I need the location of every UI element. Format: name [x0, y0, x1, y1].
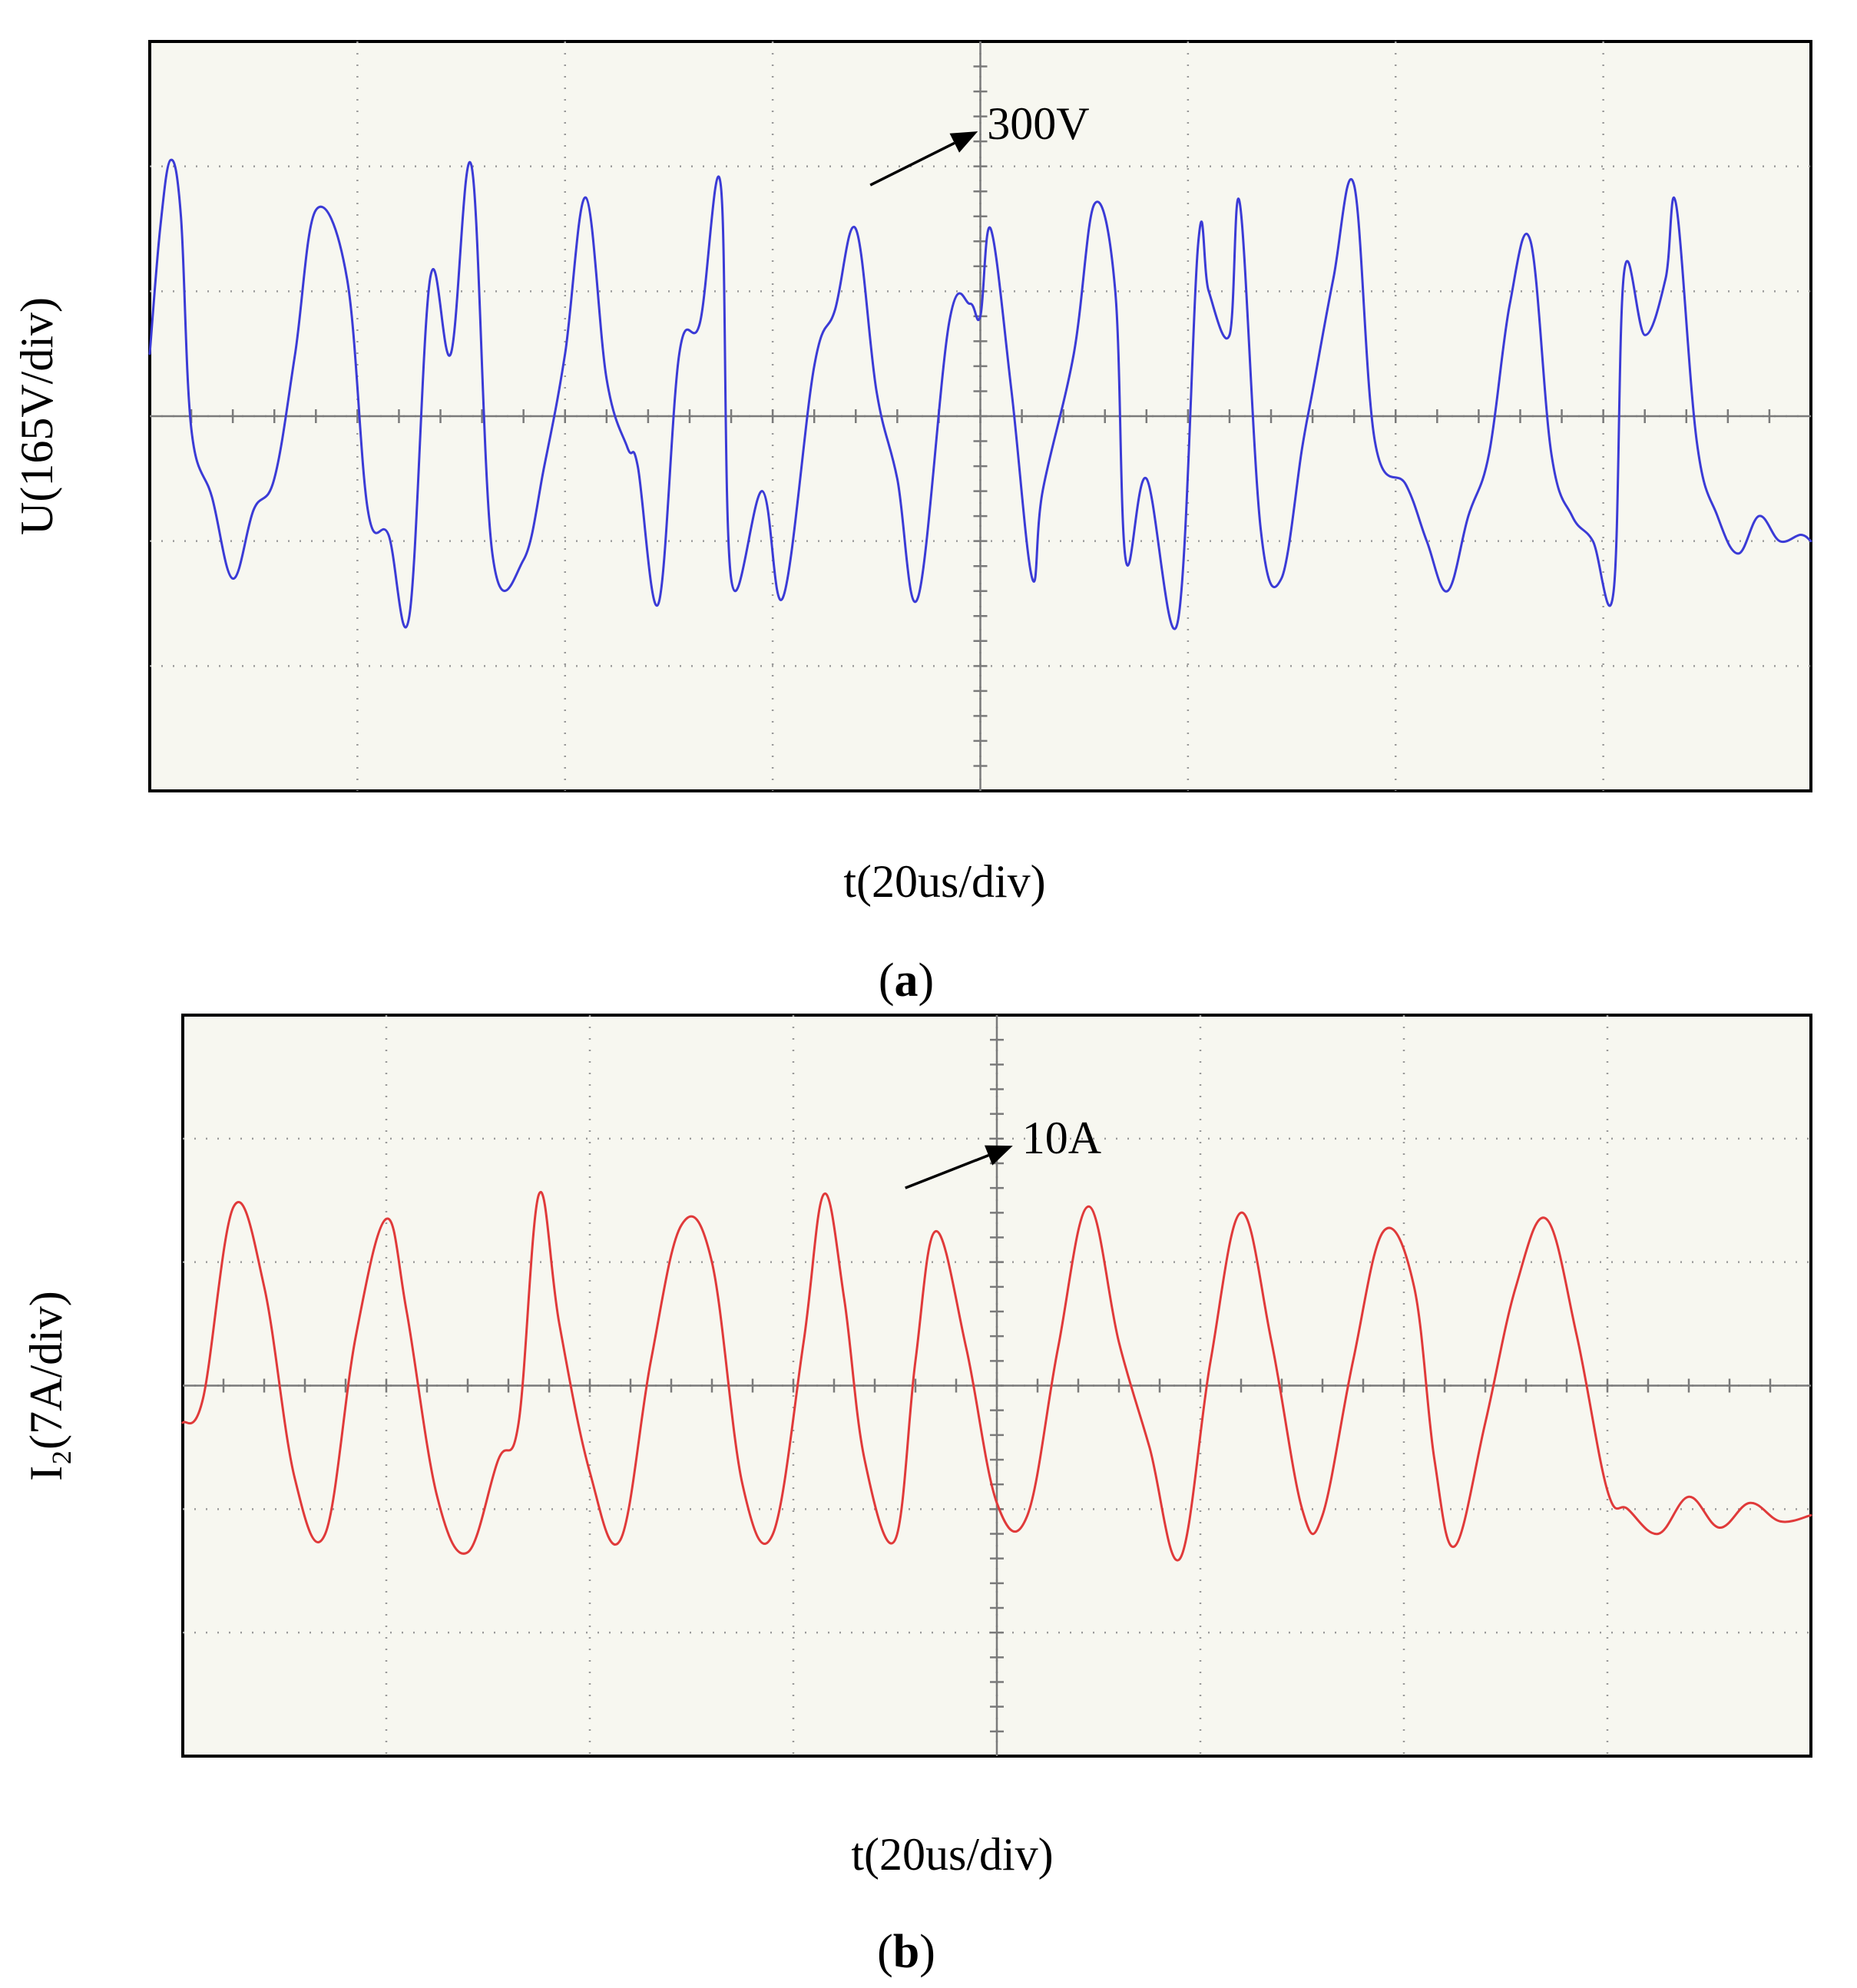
panel-label-b: (b) — [877, 1926, 935, 1978]
y-axis-label-b: I₂(7A/div) — [21, 1291, 71, 1481]
peak-annotation-a: 300V — [869, 98, 1090, 187]
annotation-arrowhead-b — [984, 1145, 1013, 1166]
panel-label-a: (a) — [879, 954, 934, 1007]
annotation-arrow-b — [905, 1153, 989, 1189]
center-axis-ticks-a — [150, 41, 1811, 791]
annotation-label-a: 300V — [987, 98, 1089, 149]
annotation-label-b: 10A — [1022, 1113, 1101, 1163]
panel-b-current-plot: 10A I₂(7A/div) t(20us/div) (b) — [21, 1014, 1812, 1978]
current-trace — [181, 1190, 1812, 1562]
panel-a-voltage-plot: 300V U(165V/div) t(20us/div) (a) — [12, 40, 1812, 1007]
annotation-arrow-a — [869, 141, 955, 187]
annotation-arrowhead-a — [949, 131, 978, 153]
voltage-trace — [148, 158, 1812, 630]
x-axis-label-a: t(20us/div) — [843, 856, 1045, 907]
center-axis-ticks-b — [183, 1015, 1811, 1756]
y-axis-label-a: U(165V/div) — [12, 297, 62, 535]
x-axis-label-b: t(20us/div) — [851, 1829, 1053, 1880]
peak-annotation-b: 10A — [905, 1113, 1101, 1189]
